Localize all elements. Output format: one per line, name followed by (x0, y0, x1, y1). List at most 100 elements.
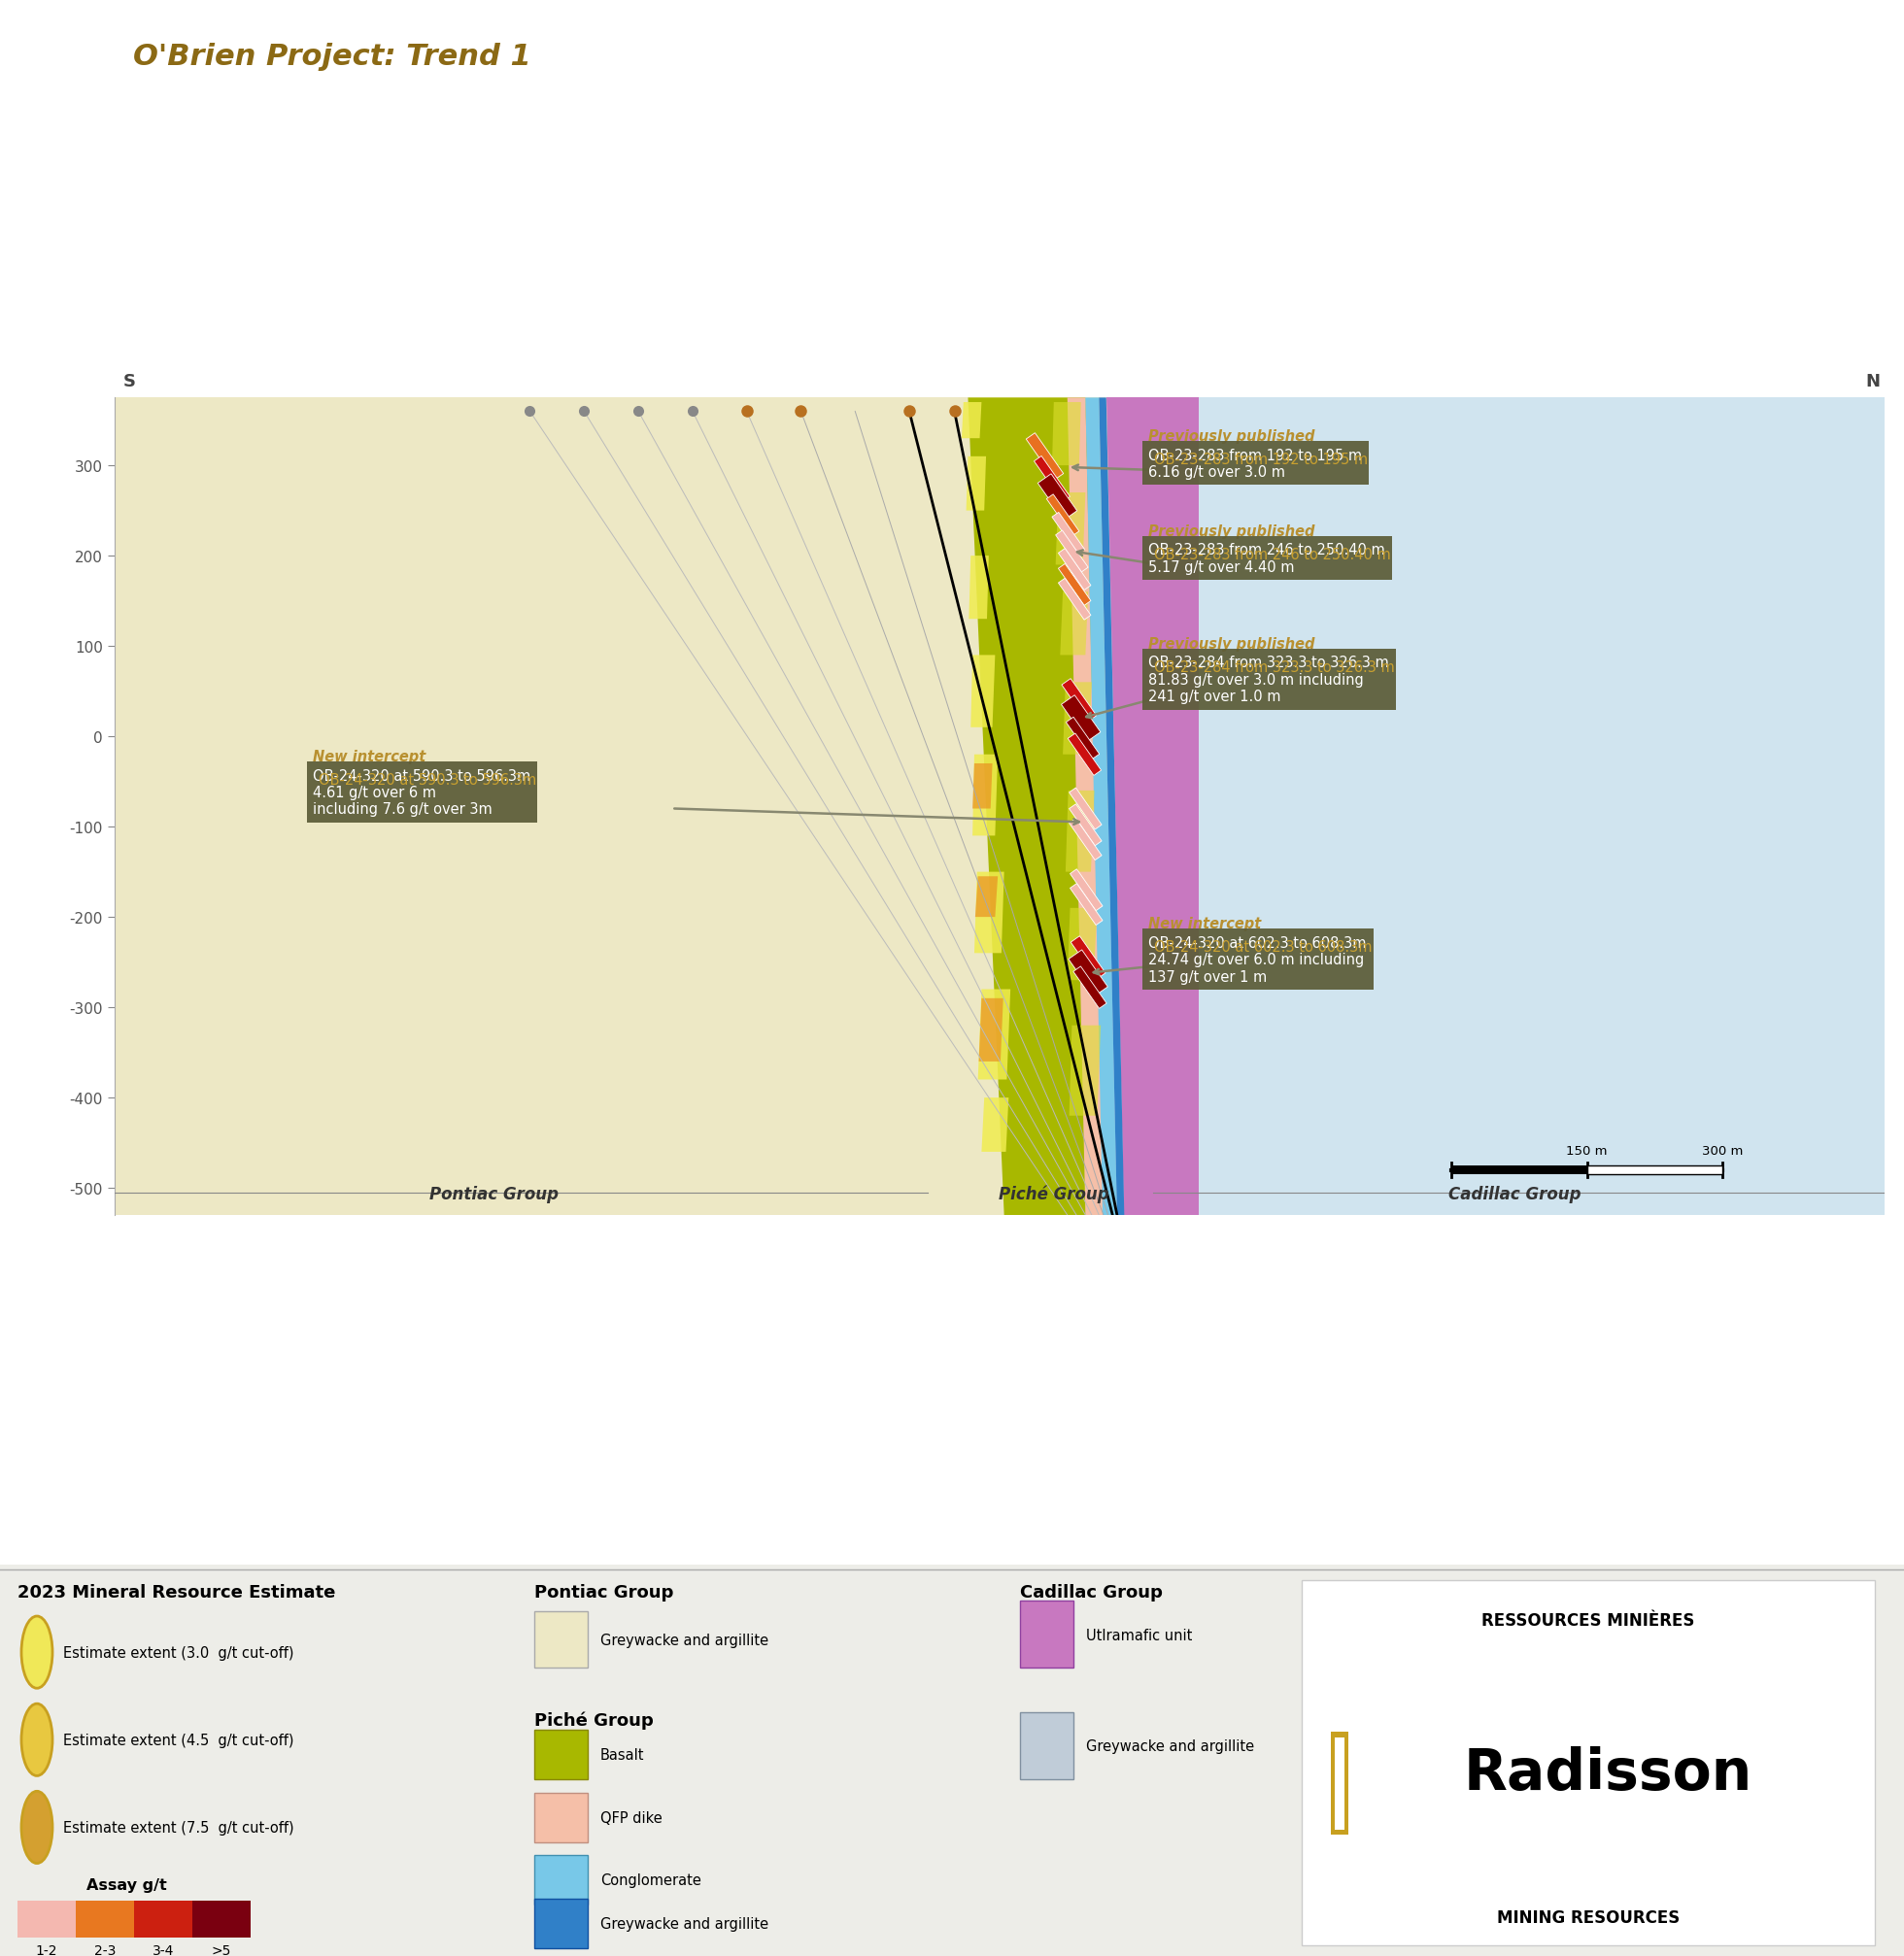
Text: 3-4: 3-4 (152, 1944, 173, 1956)
Text: Pontiac Group: Pontiac Group (535, 1582, 674, 1600)
Polygon shape (979, 1000, 1003, 1062)
Text: Previously published: Previously published (1148, 428, 1316, 444)
Text: Radisson: Radisson (1464, 1745, 1752, 1801)
Text: Previously published: Previously published (1148, 636, 1316, 651)
Polygon shape (1070, 870, 1102, 911)
Text: Estimate extent (7.5  g/t cut-off): Estimate extent (7.5 g/t cut-off) (63, 1819, 293, 1835)
Polygon shape (1026, 434, 1064, 481)
Polygon shape (1070, 804, 1102, 847)
Text: OB-23-283 from 246 to 250.40 m: OB-23-283 from 246 to 250.40 m (1154, 548, 1390, 561)
Bar (133, 1901, 192, 1938)
Text: MINING RESOURCES: MINING RESOURCES (1497, 1909, 1679, 1925)
Text: Cadillac Group: Cadillac Group (1021, 1582, 1163, 1600)
Text: Greywacke and argillite: Greywacke and argillite (600, 1915, 769, 1931)
Ellipse shape (21, 1704, 53, 1776)
Text: 2-3: 2-3 (93, 1944, 116, 1956)
Polygon shape (1106, 399, 1198, 1215)
Text: Estimate extent (3.0  g/t cut-off): Estimate extent (3.0 g/t cut-off) (63, 1645, 293, 1659)
Polygon shape (971, 655, 996, 728)
Polygon shape (1053, 403, 1081, 466)
Bar (1451, 1166, 1586, 1176)
Text: OB-24-320 at 602.3 to 608.3m
24.74 g/t over 6.0 m including
137 g/t over 1 m: OB-24-320 at 602.3 to 608.3m 24.74 g/t o… (1148, 935, 1367, 984)
Text: RESSOURCES MINIÈRES: RESSOURCES MINIÈRES (1481, 1612, 1695, 1629)
Text: OB-23-283 from 192 to 195 m
6.16 g/t over 3.0 m: OB-23-283 from 192 to 195 m 6.16 g/t ove… (1148, 448, 1363, 479)
Text: Conglomerate: Conglomerate (600, 1872, 701, 1888)
Text: OB-23-284 from 323.3 to 326.3 m
81.83 g/t over 3.0 m including
241 g/t over 1.0 : OB-23-284 from 323.3 to 326.3 m 81.83 g/… (1148, 655, 1390, 704)
Polygon shape (979, 990, 1011, 1080)
Polygon shape (1061, 593, 1089, 655)
Bar (535, 1854, 588, 1905)
Bar (76, 1901, 133, 1938)
Polygon shape (1055, 493, 1085, 565)
Bar (1586, 1166, 1723, 1176)
Text: Cadillac Group: Cadillac Group (1449, 1185, 1580, 1203)
Text: Utlramafic unit: Utlramafic unit (1085, 1627, 1192, 1643)
Polygon shape (1068, 908, 1097, 980)
Bar (1021, 1600, 1074, 1668)
Bar (1108, 399, 1885, 1215)
Text: New intercept: New intercept (312, 749, 426, 765)
Text: Estimate extent (4.5  g/t cut-off): Estimate extent (4.5 g/t cut-off) (63, 1733, 293, 1747)
Polygon shape (1053, 512, 1085, 556)
Text: Basalt: Basalt (600, 1747, 645, 1762)
Text: 1-2: 1-2 (36, 1944, 57, 1956)
Polygon shape (1062, 679, 1097, 722)
Polygon shape (1099, 399, 1123, 1215)
Text: QFP dike: QFP dike (600, 1811, 663, 1825)
Polygon shape (1034, 456, 1070, 503)
Bar (1021, 1712, 1074, 1778)
Polygon shape (982, 1097, 1009, 1152)
Polygon shape (1061, 696, 1101, 741)
Polygon shape (1070, 820, 1102, 861)
Polygon shape (1068, 399, 1104, 1215)
Text: OB-23-283 from 246 to 250.40 m
5.17 g/t over 4.40 m: OB-23-283 from 246 to 250.40 m 5.17 g/t … (1148, 542, 1386, 575)
Polygon shape (1068, 734, 1101, 777)
Ellipse shape (21, 1616, 53, 1688)
Text: Piché Group: Piché Group (998, 1185, 1108, 1203)
Polygon shape (969, 556, 988, 620)
Bar (17, 1901, 76, 1938)
Ellipse shape (21, 1792, 53, 1864)
Polygon shape (967, 399, 1112, 1215)
Polygon shape (1070, 1025, 1101, 1117)
Polygon shape (1070, 884, 1102, 925)
Text: Assay g/t: Assay g/t (86, 1878, 166, 1891)
Polygon shape (1074, 966, 1106, 1009)
Text: 150 m: 150 m (1567, 1144, 1607, 1156)
Polygon shape (973, 765, 992, 810)
Polygon shape (1038, 475, 1078, 520)
Text: 300 m: 300 m (1702, 1144, 1742, 1156)
Polygon shape (1085, 399, 1118, 1215)
Polygon shape (962, 403, 982, 438)
Polygon shape (1059, 579, 1091, 620)
Polygon shape (1068, 951, 1108, 996)
Polygon shape (1059, 565, 1091, 606)
Bar (192, 1901, 251, 1938)
Bar (1335, 1737, 1344, 1831)
Bar (1331, 1733, 1348, 1835)
Polygon shape (1047, 495, 1080, 536)
Text: Previously published: Previously published (1148, 524, 1316, 538)
Polygon shape (975, 876, 998, 917)
Text: OB-24-320 at 602.3 to 608.3m: OB-24-320 at 602.3 to 608.3m (1154, 941, 1373, 955)
Text: OB-23-283 from 192 to 195 m: OB-23-283 from 192 to 195 m (1154, 452, 1367, 467)
Polygon shape (1055, 530, 1089, 573)
Polygon shape (973, 755, 998, 837)
Polygon shape (1066, 718, 1099, 759)
Polygon shape (1070, 937, 1106, 980)
Text: 2023 Mineral Resource Estimate: 2023 Mineral Resource Estimate (17, 1582, 335, 1600)
Text: Pontiac Group: Pontiac Group (428, 1185, 558, 1203)
Text: OB-23-284 from 323.3 to 326.3 m: OB-23-284 from 323.3 to 326.3 m (1154, 661, 1396, 675)
Text: >5: >5 (211, 1944, 232, 1956)
Bar (535, 1899, 588, 1948)
Text: O'Brien Project: Trend 1: O'Brien Project: Trend 1 (133, 43, 531, 70)
Polygon shape (1066, 790, 1095, 872)
Bar (535, 1612, 588, 1668)
Polygon shape (975, 872, 1003, 955)
Text: New intercept: New intercept (1148, 917, 1262, 931)
Polygon shape (1070, 788, 1102, 829)
Bar (535, 1729, 588, 1778)
Bar (114, 399, 1108, 1215)
Text: Greywacke and argillite: Greywacke and argillite (600, 1633, 769, 1647)
Text: Piché Group: Piché Group (535, 1712, 653, 1729)
